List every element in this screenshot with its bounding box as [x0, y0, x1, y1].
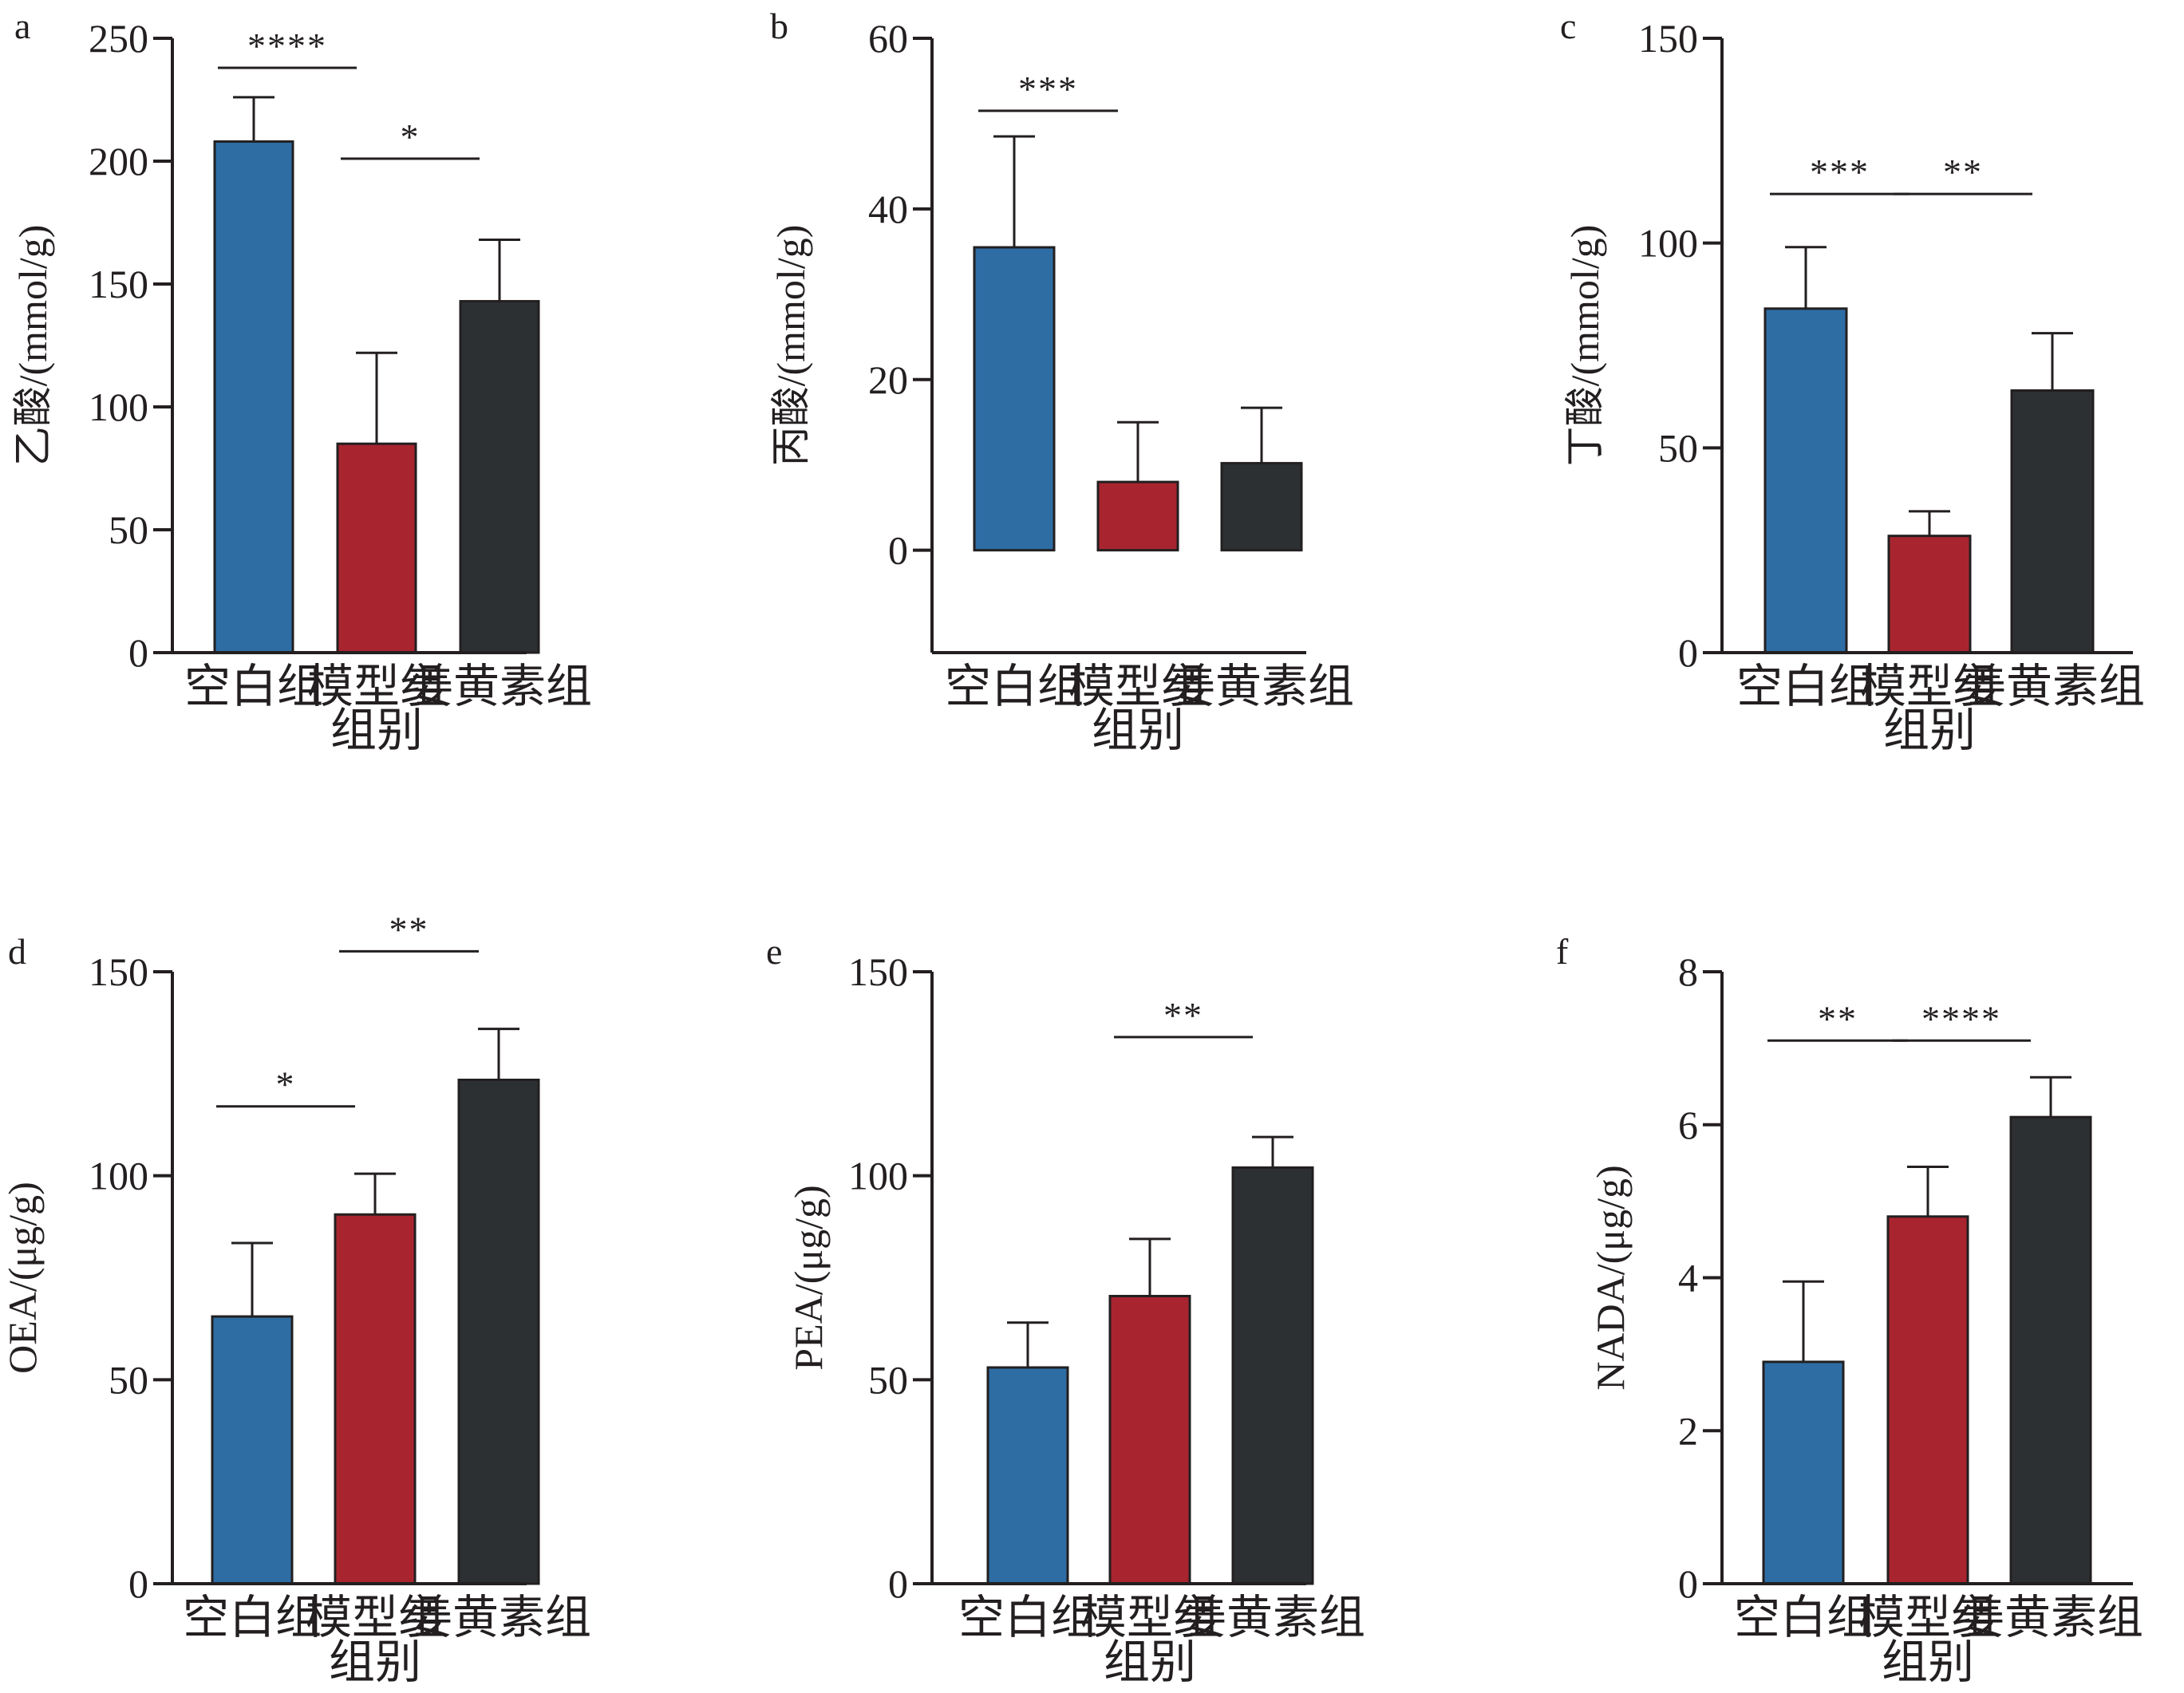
x-tick-label-curcumin-group: 姜黄素组: [1180, 1592, 1365, 1644]
significance-label: ***: [1018, 69, 1078, 109]
significance-label: ****: [247, 26, 327, 66]
x-axis-title: 组别: [330, 704, 423, 756]
x-tick-label-curcumin-group: 姜黄素组: [406, 1592, 591, 1644]
y-axis-title: 丁酸/(mmol/g): [1562, 225, 1607, 467]
x-tick-label-curcumin-group: 姜黄素组: [1958, 1592, 2143, 1644]
panel-letter-c: c: [1560, 6, 1576, 46]
y-tick-label: 40: [868, 187, 908, 231]
x-axis-title: 组别: [1092, 704, 1184, 756]
y-tick-label: 100: [89, 385, 148, 429]
x-tick-label-model-group: 模型组: [1858, 1592, 1997, 1644]
bar-model-group: [1887, 535, 1972, 654]
y-tick-label: 150: [848, 949, 908, 994]
bar-curcumin-group: [1220, 462, 1303, 552]
y-tick-label: 4: [1678, 1256, 1698, 1300]
bar-curcumin-group: [457, 1079, 540, 1585]
bar-model-group: [1886, 1215, 1969, 1585]
significance-label: *: [401, 116, 421, 157]
x-tick-label-model-group: 模型组: [307, 661, 446, 712]
y-tick-label: 0: [888, 1561, 908, 1606]
y-tick-label: 100: [1638, 221, 1698, 266]
y-axis-title: PEA/(μg/g): [786, 1185, 831, 1370]
x-tick-label-blank-group: 空白组: [1736, 661, 1875, 712]
x-axis-title: 组别: [1104, 1636, 1196, 1688]
x-axis-title: 组别: [329, 1636, 421, 1688]
significance-label: ***: [1810, 152, 1870, 192]
x-tick-label-curcumin-group: 姜黄素组: [1960, 661, 2145, 712]
y-tick-label: 250: [89, 16, 148, 61]
y-tick-label: 150: [89, 262, 148, 306]
x-axis-title: 组别: [1883, 704, 1976, 756]
y-tick-label: 0: [1678, 1561, 1698, 1606]
bar-model-group: [334, 1213, 417, 1585]
x-tick-label-blank-group: 空白组: [184, 661, 323, 712]
y-tick-label: 200: [89, 139, 148, 184]
y-tick-label: 2: [1678, 1408, 1698, 1453]
x-tick-label-blank-group: 空白组: [958, 1592, 1097, 1644]
bar-curcumin-group: [459, 300, 540, 654]
x-tick-label-curcumin-group: 姜黄素组: [407, 661, 592, 712]
y-axis-title: 丙酸/(mmol/g): [768, 225, 813, 467]
x-tick-label-blank-group: 空白组: [1734, 1592, 1873, 1644]
y-tick-label: 0: [128, 630, 148, 675]
x-tick-label-model-group: 模型组: [306, 1592, 444, 1644]
y-axis-title: 乙酸/(mmol/g): [10, 225, 55, 467]
y-tick-label: 100: [89, 1154, 148, 1198]
x-tick-label-model-group: 模型组: [1068, 661, 1207, 712]
bar-blank-group: [1762, 1360, 1845, 1585]
y-tick-label: 50: [109, 507, 148, 552]
y-tick-label: 50: [868, 1357, 908, 1402]
bar-blank-group: [213, 140, 294, 654]
y-tick-label: 60: [868, 16, 908, 61]
significance-label: *: [276, 1064, 296, 1105]
y-tick-label: 8: [1678, 949, 1698, 994]
panel-letter-b: b: [770, 6, 788, 46]
y-tick-label: 50: [1658, 425, 1698, 470]
y-tick-label: 100: [848, 1154, 908, 1198]
bar-model-group: [1108, 1295, 1191, 1585]
y-tick-label: 0: [1678, 630, 1698, 675]
x-tick-label-blank-group: 空白组: [945, 661, 1084, 712]
y-tick-label: 150: [89, 949, 148, 994]
significance-label: ****: [1921, 998, 2001, 1039]
y-tick-label: 0: [128, 1561, 148, 1606]
y-axis-title: NADA/(μg/g): [1588, 1165, 1633, 1390]
significance-label: **: [1943, 152, 1983, 192]
bar-blank-group: [1763, 307, 1848, 654]
panel-letter-a: a: [14, 6, 30, 46]
bar-blank-group: [973, 246, 1056, 552]
bar-blank-group: [211, 1315, 294, 1585]
x-axis-title: 组别: [1882, 1636, 1974, 1688]
y-tick-label: 50: [109, 1357, 148, 1402]
y-tick-label: 150: [1638, 16, 1698, 61]
panel-letter-e: e: [766, 931, 782, 972]
x-tick-label-model-group: 模型组: [1860, 661, 1999, 712]
x-tick-label-model-group: 模型组: [1080, 1592, 1219, 1644]
y-tick-label: 20: [868, 357, 908, 402]
bar-blank-group: [986, 1366, 1069, 1585]
significance-label: **: [389, 909, 429, 949]
x-tick-label-blank-group: 空白组: [183, 1592, 322, 1644]
y-axis-title: OEA/(μg/g): [0, 1182, 45, 1374]
bar-curcumin-group: [1231, 1166, 1314, 1585]
bar-curcumin-group: [2010, 389, 2095, 654]
significance-label: **: [1163, 995, 1203, 1036]
bar-curcumin-group: [2009, 1115, 2092, 1585]
y-tick-label: 0: [888, 528, 908, 573]
bar-model-group: [336, 442, 417, 654]
bar-model-group: [1096, 480, 1179, 552]
panel-letter-d: d: [8, 931, 26, 972]
significance-label: **: [1818, 998, 1858, 1039]
y-tick-label: 6: [1678, 1103, 1698, 1147]
x-tick-label-curcumin-group: 姜黄素组: [1169, 661, 1354, 712]
panel-letter-f: f: [1556, 931, 1569, 972]
